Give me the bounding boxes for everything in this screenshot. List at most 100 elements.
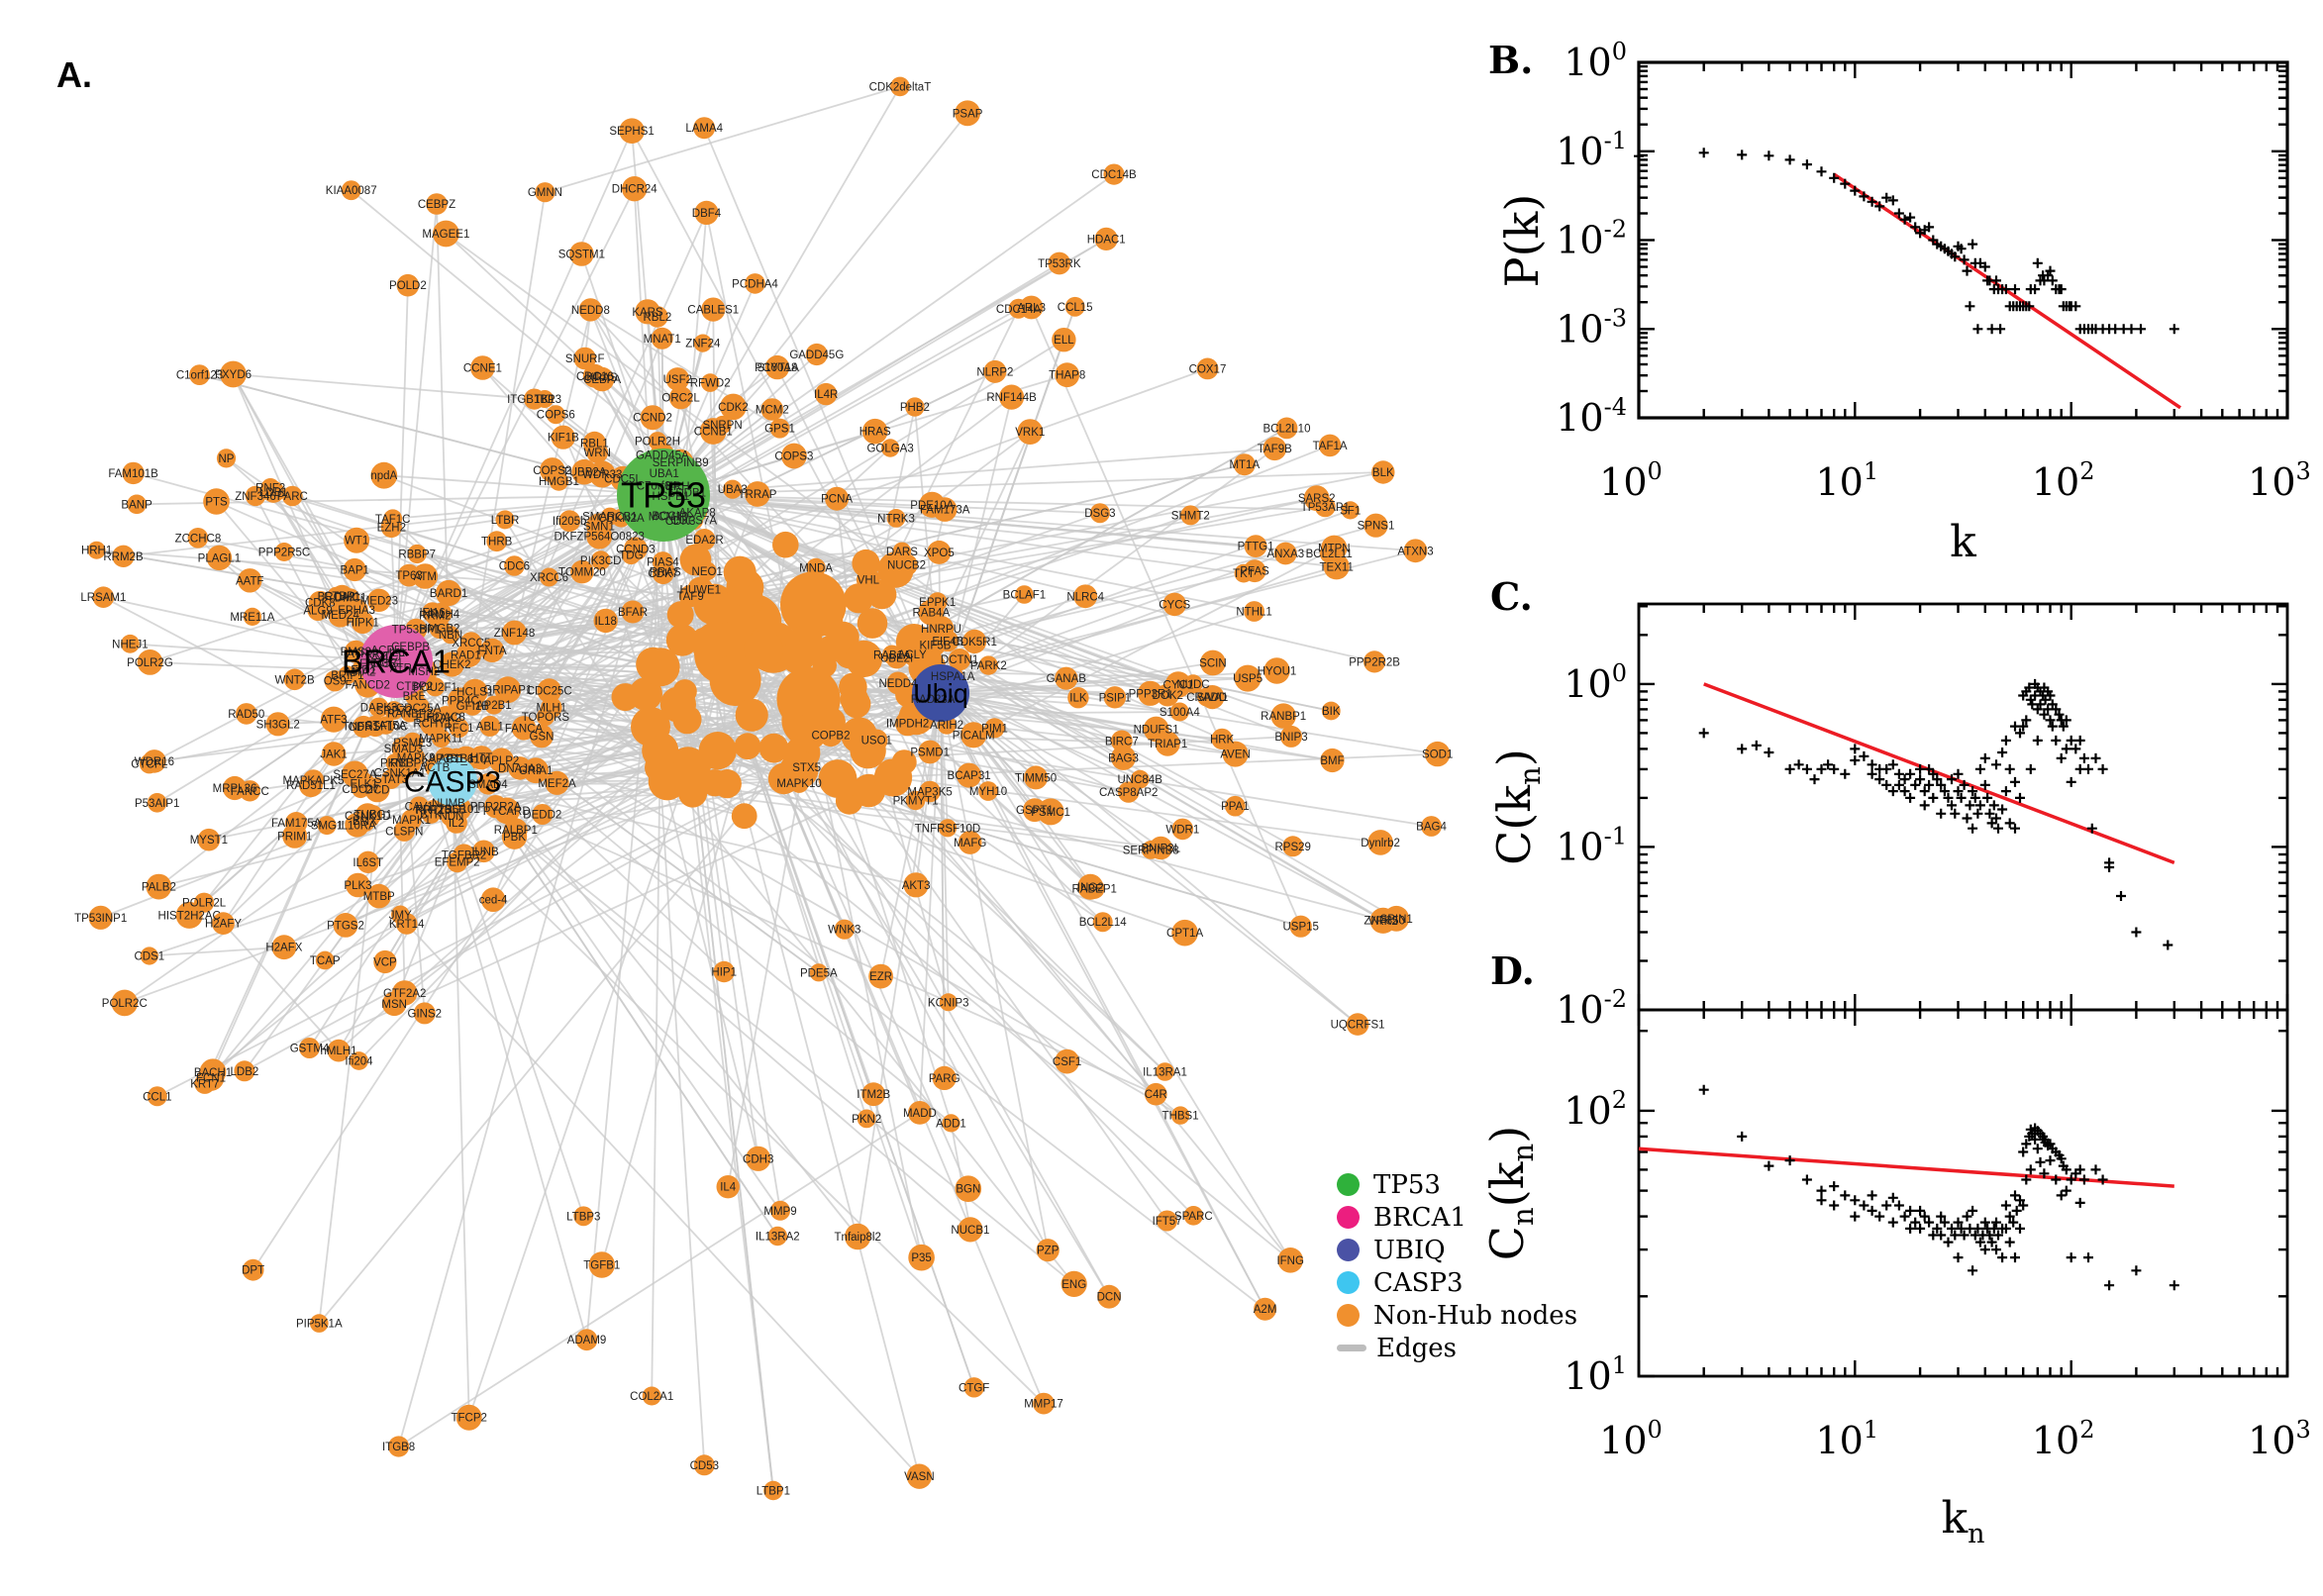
svg-text:HIPK1: HIPK1 (347, 618, 379, 630)
svg-text:RFWD2: RFWD2 (690, 378, 731, 390)
network-node (809, 603, 840, 634)
svg-text:ZNF24: ZNF24 (685, 339, 721, 350)
svg-text:TP53AP1: TP53AP1 (1301, 502, 1350, 514)
svg-text:CLSPN: CLSPN (385, 826, 423, 838)
svg-text:WT1: WT1 (345, 536, 368, 548)
svg-text:SEPHS1: SEPHS1 (609, 126, 654, 138)
network-node (927, 540, 952, 564)
svg-text:PKMYT1: PKMYT1 (893, 796, 939, 808)
svg-text:PIM1: PIM1 (981, 723, 1008, 735)
svg-text:FXYD6: FXYD6 (215, 369, 252, 381)
svg-text:BRIP1: BRIP1 (331, 670, 363, 682)
network-node (693, 334, 712, 352)
svg-text:XRCC5: XRCC5 (452, 638, 490, 649)
network-node (919, 780, 941, 803)
network-node (203, 488, 230, 515)
network-node (1037, 798, 1064, 826)
svg-text:DDB1: DDB1 (675, 488, 706, 500)
network-node (1367, 830, 1393, 855)
network-node (818, 759, 858, 798)
network-node (588, 1251, 615, 1278)
network-node (479, 715, 501, 737)
network-node (575, 1329, 598, 1351)
network-node (220, 360, 247, 388)
network-node (341, 180, 361, 201)
network-node (189, 364, 210, 385)
network-node (1263, 657, 1290, 684)
network-node (413, 1002, 436, 1025)
svg-text:GSPT1: GSPT1 (1016, 805, 1054, 817)
network-node (1346, 1013, 1369, 1036)
svg-text:UBA1: UBA1 (650, 468, 679, 480)
network-node (343, 557, 366, 582)
svg-text:RFC1: RFC1 (444, 723, 473, 735)
network-node (1244, 601, 1264, 622)
svg-text:MAPK11: MAPK11 (419, 734, 463, 746)
network-node (299, 773, 323, 798)
network-node (385, 753, 405, 772)
network-node (477, 773, 499, 795)
network-node (1156, 1062, 1174, 1081)
svg-text:TDG: TDG (619, 550, 643, 562)
network-node (999, 384, 1025, 410)
svg-text:BACH1: BACH1 (194, 1067, 232, 1079)
network-node (886, 671, 910, 695)
network-node (488, 748, 514, 773)
svg-text:DMC1: DMC1 (335, 593, 367, 605)
svg-text:ATM: ATM (414, 571, 437, 583)
svg-text:STAT3: STAT3 (374, 774, 408, 786)
network-node (1183, 674, 1203, 694)
svg-text:IL10RA: IL10RA (338, 820, 376, 832)
network-node (834, 919, 855, 940)
svg-text:TP63: TP63 (395, 570, 423, 582)
svg-text:CTCF: CTCF (375, 650, 406, 662)
network-node (373, 949, 397, 974)
svg-text:NBN: NBN (439, 630, 462, 642)
x-axis-label: kn (1941, 1493, 1984, 1549)
network-node (321, 742, 347, 766)
svg-text:PALB2: PALB2 (142, 882, 176, 894)
network-node (1017, 419, 1044, 445)
svg-text:PARK2: PARK2 (970, 660, 1007, 672)
network-node (441, 626, 460, 645)
network-node (697, 561, 717, 581)
svg-text:TK1: TK1 (535, 394, 556, 406)
chart-frame (1637, 60, 2289, 420)
network-node (984, 718, 1005, 739)
svg-text:EPHA3: EPHA3 (338, 605, 375, 617)
network-node (983, 359, 1007, 383)
network-node (955, 1175, 982, 1202)
network-node (460, 632, 482, 653)
network-node (346, 872, 370, 898)
network-node (320, 706, 348, 733)
legend-item-casp3: CASP3 (1337, 1266, 1577, 1299)
network-node (642, 1386, 661, 1406)
svg-text:HMGB1: HMGB1 (539, 476, 579, 488)
node-swatch-icon (1337, 1239, 1360, 1261)
svg-text:SNRPN: SNRPN (702, 420, 742, 432)
node-swatch-icon (1337, 1173, 1360, 1196)
scatter-points (1698, 1084, 2179, 1291)
svg-text:MYST1: MYST1 (190, 835, 228, 847)
network-node (963, 1377, 984, 1398)
network-node (668, 386, 693, 410)
network-node (206, 545, 233, 571)
svg-text:ALG9: ALG9 (303, 605, 332, 617)
network-node (903, 872, 929, 898)
svg-text:ZCCHC8: ZCCHC8 (175, 533, 222, 545)
svg-text:ACP5: ACP5 (370, 646, 400, 657)
svg-text:BRCA2: BRCA2 (318, 591, 355, 603)
scatter-points (1634, 148, 2179, 335)
network-node (212, 912, 235, 935)
network-node (960, 722, 987, 748)
network-node (324, 670, 346, 692)
svg-text:OS9: OS9 (324, 676, 347, 688)
svg-text:LRSAM1: LRSAM1 (80, 592, 126, 604)
network-node (537, 678, 561, 703)
svg-text:SMN1: SMN1 (583, 521, 615, 533)
network-node (716, 1175, 740, 1199)
svg-text:RAD23A: RAD23A (911, 694, 956, 706)
network-node (1064, 296, 1085, 317)
